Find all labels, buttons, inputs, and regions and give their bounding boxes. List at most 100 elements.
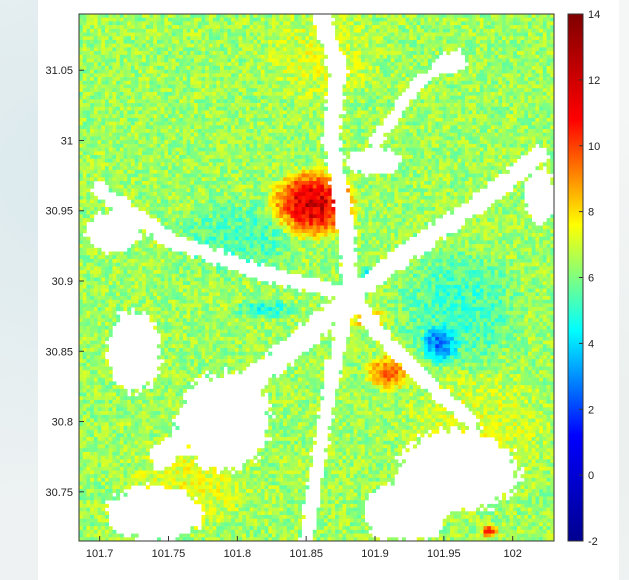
heatmap-cell: [183, 144, 187, 148]
heatmap-cell: [224, 88, 228, 92]
heatmap-cell: [350, 14, 354, 18]
heatmap-cell: [201, 33, 205, 37]
heatmap-cell: [509, 107, 513, 111]
heatmap-cell: [127, 73, 131, 77]
heatmap-cell: [439, 148, 443, 152]
heatmap-cell: [283, 107, 287, 111]
heatmap-cell: [287, 107, 291, 111]
heatmap-cell: [357, 103, 361, 107]
heatmap-cell: [124, 73, 128, 77]
heatmap-cell: [98, 40, 102, 44]
heatmap-cell: [365, 125, 369, 129]
heatmap-cell: [164, 151, 168, 155]
heatmap-cell: [539, 144, 543, 148]
heatmap-cell: [443, 159, 447, 163]
heatmap-cell: [547, 103, 551, 107]
heatmap-cell: [168, 21, 172, 25]
heatmap-cell: [372, 125, 376, 129]
heatmap-cell: [483, 122, 487, 126]
heatmap-cell: [354, 77, 358, 81]
heatmap-cell: [187, 62, 191, 66]
heatmap-cell: [313, 73, 317, 77]
heatmap-cell: [98, 103, 102, 107]
heatmap-cell: [465, 133, 469, 137]
heatmap-cell: [224, 85, 228, 89]
heatmap-cell: [224, 103, 228, 107]
heatmap-cell: [483, 107, 487, 111]
heatmap-cell: [153, 170, 157, 174]
heatmap-cell: [187, 47, 191, 51]
heatmap-cell: [172, 96, 176, 100]
heatmap-cell: [231, 36, 235, 40]
heatmap-cell: [439, 92, 443, 96]
heatmap-cell: [272, 73, 276, 77]
heatmap-cell: [506, 159, 510, 163]
heatmap-cell: [172, 77, 176, 81]
heatmap-cell: [506, 122, 510, 126]
heatmap-cell: [79, 66, 83, 70]
heatmap-cell: [168, 136, 172, 140]
heatmap-cell: [417, 144, 421, 148]
heatmap-cell: [498, 73, 502, 77]
heatmap-cell: [420, 129, 424, 133]
heatmap-cell: [495, 133, 499, 137]
heatmap-cell: [235, 88, 239, 92]
heatmap-cell: [261, 85, 265, 89]
heatmap-cell: [498, 151, 502, 155]
heatmap-cell: [432, 110, 436, 114]
heatmap-cell: [309, 47, 313, 51]
heatmap-cell: [142, 14, 146, 18]
heatmap-cell: [302, 59, 306, 63]
heatmap-cell: [79, 136, 83, 140]
heatmap-cell: [398, 59, 402, 63]
heatmap-cell: [313, 144, 317, 148]
heatmap-cell: [472, 162, 476, 166]
heatmap-cell: [220, 40, 224, 44]
heatmap-cell: [86, 14, 90, 18]
heatmap-cell: [227, 122, 231, 126]
heatmap-cell: [157, 151, 161, 155]
heatmap-cell: [368, 55, 372, 59]
heatmap-cell: [98, 96, 102, 100]
heatmap-cell: [242, 92, 246, 96]
heatmap-cell: [428, 51, 432, 55]
heatmap-cell: [502, 96, 506, 100]
heatmap-cell: [187, 21, 191, 25]
heatmap-cell: [350, 85, 354, 89]
heatmap-cell: [361, 140, 365, 144]
heatmap-cell: [432, 144, 436, 148]
heatmap-cell: [161, 125, 165, 129]
heatmap-cell: [276, 125, 280, 129]
heatmap-cell: [354, 14, 358, 18]
heatmap-cell: [472, 96, 476, 100]
heatmap-cell: [205, 85, 209, 89]
heatmap-cell: [172, 151, 176, 155]
heatmap-cell: [398, 166, 402, 170]
heatmap-cell: [250, 18, 254, 22]
heatmap-cell: [205, 44, 209, 48]
heatmap-cell: [354, 70, 358, 74]
heatmap-cell: [357, 140, 361, 144]
heatmap-cell: [146, 133, 150, 137]
heatmap-cell: [283, 136, 287, 140]
heatmap-cell: [532, 129, 536, 133]
heatmap-cell: [205, 40, 209, 44]
heatmap-cell: [190, 125, 194, 129]
heatmap-cell: [521, 33, 525, 37]
heatmap-cell: [547, 66, 551, 70]
heatmap-cell: [420, 18, 424, 22]
heatmap-cell: [539, 118, 543, 122]
heatmap-cell: [261, 144, 265, 148]
heatmap-cell: [305, 133, 309, 137]
heatmap-cell: [406, 140, 410, 144]
heatmap-cell: [287, 59, 291, 63]
heatmap-cell: [528, 133, 532, 137]
heatmap-cell: [539, 122, 543, 126]
heatmap-cell: [528, 59, 532, 63]
heatmap-cell: [294, 107, 298, 111]
heatmap-cell: [224, 77, 228, 81]
heatmap-cell: [380, 96, 384, 100]
heatmap-cell: [458, 88, 462, 92]
heatmap-cell: [495, 114, 499, 118]
heatmap-cell: [547, 166, 551, 170]
